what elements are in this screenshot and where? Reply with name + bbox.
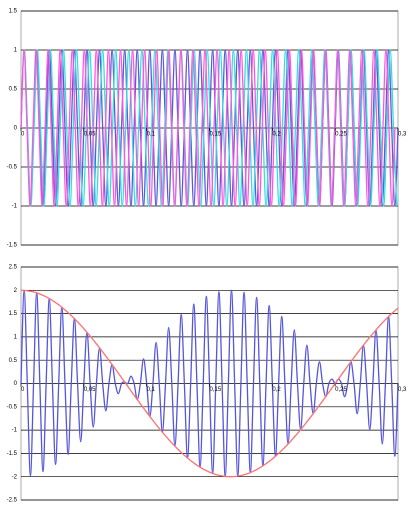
y-tick-label: -2.5 — [7, 498, 18, 504]
x-tick-label: 0,1 — [147, 132, 156, 138]
series-line — [20, 49, 396, 207]
x-tick-label: 0,2 — [272, 387, 281, 393]
x-tick-label: 0,1 — [147, 387, 156, 393]
y-tick-label: 0.5 — [9, 87, 18, 93]
y-tick-label: 2.5 — [9, 265, 18, 271]
y-tick-label: 1.5 — [9, 311, 18, 317]
y-tick-label: -1.5 — [7, 243, 18, 249]
x-tick-label: 0 — [21, 132, 25, 138]
x-tick-label: 0,25 — [335, 132, 347, 138]
x-tick-label: 0,15 — [210, 132, 222, 138]
y-tick-label: 0 — [14, 126, 18, 132]
x-tick-label: 0,2 — [272, 132, 281, 138]
y-tick-label: 1 — [14, 48, 18, 54]
y-tick-label: 2 — [14, 288, 18, 294]
x-tick-label: 0,05 — [84, 387, 96, 393]
x-tick-label: 0,3 — [398, 132, 407, 138]
y-tick-label: -1 — [12, 204, 18, 210]
y-tick-label: 0 — [14, 381, 18, 387]
y-tick-label: -0.5 — [7, 165, 18, 171]
y-tick-label: 1.5 — [9, 9, 18, 15]
x-tick-label: 0,15 — [210, 387, 222, 393]
y-tick-label: -0.5 — [7, 404, 18, 410]
x-tick-label: 0,05 — [84, 132, 96, 138]
x-tick-label: 0,3 — [398, 387, 407, 393]
y-tick-label: -1.5 — [7, 451, 18, 457]
y-tick-label: 1 — [14, 334, 18, 340]
y-tick-label: -2 — [12, 474, 18, 480]
x-tick-label: 0 — [21, 387, 25, 393]
y-tick-label: 0.5 — [9, 358, 18, 364]
y-tick-label: -1 — [12, 428, 18, 434]
x-tick-label: 0,25 — [335, 387, 347, 393]
